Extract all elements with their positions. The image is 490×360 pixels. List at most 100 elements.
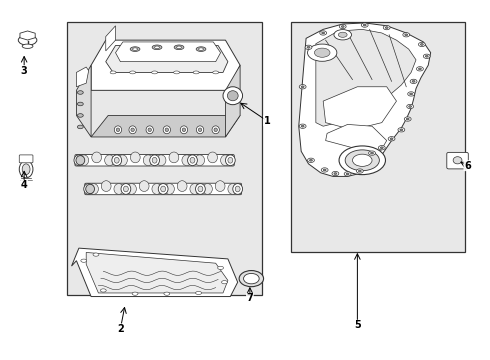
Ellipse shape [223,87,243,105]
Ellipse shape [358,170,361,172]
Ellipse shape [131,128,134,132]
Ellipse shape [332,171,339,176]
Ellipse shape [77,91,83,94]
Polygon shape [316,30,416,126]
Ellipse shape [370,152,373,154]
Ellipse shape [195,155,205,166]
Ellipse shape [130,71,136,74]
Ellipse shape [338,32,347,37]
Ellipse shape [86,184,95,194]
Ellipse shape [110,71,116,74]
Ellipse shape [177,181,187,192]
Ellipse shape [235,186,240,192]
Ellipse shape [130,152,140,163]
Ellipse shape [410,79,417,84]
Ellipse shape [352,154,372,166]
Ellipse shape [341,26,344,27]
Ellipse shape [84,184,94,194]
Ellipse shape [361,23,368,27]
Ellipse shape [208,152,218,163]
Ellipse shape [180,126,188,134]
Ellipse shape [320,31,327,35]
Ellipse shape [22,44,33,48]
Ellipse shape [139,181,149,192]
Ellipse shape [388,136,395,141]
Ellipse shape [114,126,122,134]
Ellipse shape [196,291,201,294]
Ellipse shape [213,71,219,74]
Text: 1: 1 [264,116,270,126]
Ellipse shape [412,81,415,82]
Text: 3: 3 [21,66,27,76]
FancyBboxPatch shape [85,183,242,195]
Ellipse shape [89,184,98,194]
Polygon shape [91,116,240,137]
Ellipse shape [19,161,33,178]
Ellipse shape [385,27,388,28]
Ellipse shape [165,128,169,132]
Ellipse shape [383,26,390,30]
Polygon shape [72,248,238,297]
Polygon shape [323,87,396,130]
Ellipse shape [161,186,166,192]
Ellipse shape [105,155,114,166]
Polygon shape [106,45,228,72]
Ellipse shape [305,45,312,49]
Ellipse shape [202,184,212,194]
Ellipse shape [398,128,405,132]
Ellipse shape [152,184,162,194]
Ellipse shape [174,45,184,50]
Ellipse shape [405,34,408,36]
Ellipse shape [198,48,203,50]
Ellipse shape [182,128,186,132]
Ellipse shape [299,124,306,129]
Ellipse shape [418,68,421,70]
Ellipse shape [101,181,111,192]
Ellipse shape [77,102,83,106]
Polygon shape [76,65,91,137]
Ellipse shape [233,184,243,194]
Ellipse shape [81,259,87,262]
Polygon shape [91,40,240,90]
Text: 4: 4 [21,180,27,190]
Ellipse shape [408,92,415,96]
Ellipse shape [407,104,414,109]
Ellipse shape [404,117,411,121]
FancyBboxPatch shape [75,154,234,166]
Ellipse shape [196,126,204,134]
Ellipse shape [403,33,410,37]
Ellipse shape [126,184,136,194]
Ellipse shape [390,138,393,140]
Ellipse shape [400,129,403,131]
Ellipse shape [356,169,363,173]
Polygon shape [299,23,431,176]
Ellipse shape [346,173,349,175]
Ellipse shape [112,155,122,166]
FancyBboxPatch shape [447,152,468,169]
Ellipse shape [196,184,205,194]
Ellipse shape [100,289,106,292]
Ellipse shape [221,280,227,284]
Ellipse shape [301,125,304,127]
Ellipse shape [173,71,179,74]
Ellipse shape [123,186,128,192]
Ellipse shape [158,184,168,194]
Ellipse shape [453,157,462,164]
Ellipse shape [380,147,383,149]
Ellipse shape [152,157,157,163]
Ellipse shape [79,155,89,166]
Ellipse shape [92,152,101,163]
Ellipse shape [425,55,428,57]
Ellipse shape [345,150,379,171]
Ellipse shape [164,292,170,295]
Ellipse shape [322,32,325,34]
Ellipse shape [368,151,375,155]
Ellipse shape [228,157,233,163]
Ellipse shape [218,266,223,270]
Polygon shape [20,31,35,40]
Ellipse shape [121,184,131,194]
Ellipse shape [196,47,206,51]
Text: 5: 5 [354,320,361,330]
Ellipse shape [129,126,136,134]
Ellipse shape [150,155,159,166]
